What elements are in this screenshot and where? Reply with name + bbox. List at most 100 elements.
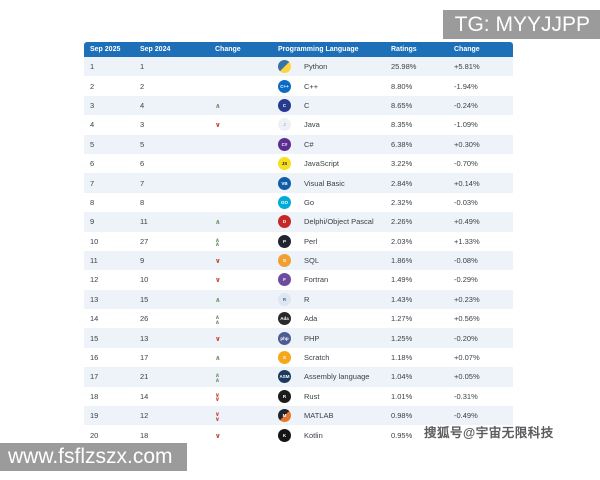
language-name[interactable]: C bbox=[304, 100, 310, 110]
position-change-cell: ∨ bbox=[209, 120, 272, 129]
language-name[interactable]: PHP bbox=[304, 333, 320, 343]
rating-cell: 1.01% bbox=[391, 391, 413, 401]
language-name[interactable]: Python bbox=[304, 62, 328, 72]
up-arrow-icon: ∧ bbox=[215, 296, 221, 304]
language-icon: K bbox=[278, 428, 291, 442]
position-change-cell: ∨ bbox=[209, 256, 272, 265]
language-cell: C# C# bbox=[272, 137, 385, 151]
rating-cell: 6.38% bbox=[391, 139, 413, 149]
rating-change-cell: -0.08% bbox=[454, 256, 478, 266]
table-row: 7 7 VB Visual Basic 2.84% +0.14% bbox=[84, 173, 513, 193]
language-name[interactable]: Kotlin bbox=[304, 430, 323, 440]
rank-previous-cell: 26 bbox=[140, 314, 149, 324]
language-name[interactable]: Java bbox=[304, 120, 320, 130]
up-arrow-icon: ∧ bbox=[215, 102, 221, 110]
position-change-cell: ∧ ∧ bbox=[209, 370, 272, 383]
language-name[interactable]: Visual Basic bbox=[304, 178, 345, 188]
rank-current-cell: 18 bbox=[90, 391, 99, 401]
table-row: 20 18 ∨ K Kotlin 0.95% bbox=[84, 425, 513, 445]
rank-previous-cell: 17 bbox=[140, 353, 149, 363]
language-icon: R bbox=[278, 292, 291, 306]
language-icon bbox=[278, 60, 291, 74]
down-double-arrow-icon: ∨ ∨ bbox=[215, 392, 220, 403]
rating-cell: 0.95% bbox=[391, 430, 413, 440]
rating-change-cell: +0.23% bbox=[454, 294, 480, 304]
language-name[interactable]: Rust bbox=[304, 391, 320, 401]
rank-current-cell: 2 bbox=[90, 81, 95, 91]
rank-current-cell: 8 bbox=[90, 197, 95, 207]
table-row: 17 21 ∧ ∧ ASM Assembly language 1.04% +0.… bbox=[84, 367, 513, 387]
language-cell: S SQL bbox=[272, 254, 385, 268]
language-icon: JS bbox=[278, 157, 291, 171]
language-name[interactable]: Scratch bbox=[304, 353, 330, 363]
rating-cell: 1.18% bbox=[391, 353, 413, 363]
rating-cell: 1.27% bbox=[391, 314, 413, 324]
language-cell: R Rust bbox=[272, 389, 385, 403]
rating-change-cell: +0.49% bbox=[454, 217, 480, 227]
language-icon: J bbox=[278, 118, 291, 132]
language-cell: K Kotlin bbox=[272, 428, 385, 442]
language-name[interactable]: Perl bbox=[304, 236, 318, 246]
position-change-cell: ∨ bbox=[209, 334, 272, 343]
table-row: 12 10 ∨ F Fortran 1.49% -0.29% bbox=[84, 270, 513, 290]
rank-current-cell: 3 bbox=[90, 100, 95, 110]
rank-current-cell: 11 bbox=[90, 256, 98, 266]
language-icon: ASM bbox=[278, 370, 291, 384]
language-icon: C++ bbox=[278, 79, 291, 93]
rank-previous-cell: 18 bbox=[140, 430, 149, 440]
rank-previous-cell: 4 bbox=[140, 100, 145, 110]
down-arrow-icon: ∨ bbox=[215, 277, 221, 285]
rating-cell: 1.43% bbox=[391, 294, 413, 304]
language-name[interactable]: C++ bbox=[304, 81, 319, 91]
rank-current-cell: 9 bbox=[90, 217, 95, 227]
rank-previous-cell: 3 bbox=[140, 120, 145, 130]
language-name[interactable]: R bbox=[304, 294, 310, 304]
rating-change-cell: -0.31% bbox=[454, 391, 478, 401]
language-name[interactable]: Ada bbox=[304, 314, 318, 324]
rank-previous-cell: 21 bbox=[140, 372, 149, 382]
rank-current-cell: 13 bbox=[90, 294, 99, 304]
rank-current-cell: 12 bbox=[90, 275, 99, 285]
rank-current-cell: 10 bbox=[90, 236, 99, 246]
position-change-cell: ∧ bbox=[209, 217, 272, 226]
rank-current-cell: 19 bbox=[90, 411, 99, 421]
rating-cell: 8.65% bbox=[391, 100, 413, 110]
position-change-cell: ∧ bbox=[209, 353, 272, 362]
language-cell: ASM Assembly language bbox=[272, 370, 385, 384]
table-header-row: Sep 2025 Sep 2024 Change Programming Lan… bbox=[84, 42, 513, 57]
language-cell: F Fortran bbox=[272, 273, 385, 287]
rating-cell: 8.80% bbox=[391, 81, 413, 91]
language-name[interactable]: JavaScript bbox=[304, 159, 340, 169]
language-icon: D bbox=[278, 215, 291, 229]
rank-current-cell: 15 bbox=[90, 333, 99, 343]
rank-previous-cell: 15 bbox=[140, 294, 149, 304]
rank-previous-cell: 13 bbox=[140, 333, 149, 343]
language-name[interactable]: Fortran bbox=[304, 275, 329, 285]
language-cell: M MATLAB bbox=[272, 409, 385, 423]
website-watermark: www.fsflzszx.com bbox=[0, 443, 187, 471]
rating-change-cell: +0.05% bbox=[454, 372, 480, 382]
rank-current-cell: 1 bbox=[90, 62, 95, 72]
rank-previous-cell: 10 bbox=[140, 275, 149, 285]
language-cell: P Perl bbox=[272, 234, 385, 248]
rating-change-cell: -0.24% bbox=[454, 100, 478, 110]
table-row: 15 13 ∨ php PHP 1.25% -0.20% bbox=[84, 328, 513, 348]
language-icon: GO bbox=[278, 195, 291, 209]
position-change-cell: ∨ bbox=[209, 431, 272, 440]
table-row: 13 15 ∧ R R 1.43% +0.23% bbox=[84, 289, 513, 310]
rating-change-cell: +0.07% bbox=[454, 353, 480, 363]
language-name[interactable]: SQL bbox=[304, 256, 320, 266]
language-name[interactable]: C# bbox=[304, 139, 314, 149]
rating-change-cell: +5.81% bbox=[454, 62, 480, 72]
language-icon: S bbox=[278, 351, 291, 365]
rank-current-cell: 16 bbox=[90, 353, 99, 363]
language-name[interactable]: MATLAB bbox=[304, 411, 334, 421]
language-name[interactable]: Go bbox=[304, 197, 315, 207]
language-name[interactable]: Assembly language bbox=[304, 372, 370, 382]
rating-change-cell: +1.33% bbox=[454, 236, 480, 246]
position-change-cell: ∧ ∧ bbox=[209, 312, 272, 325]
language-name[interactable]: Delphi/Object Pascal bbox=[304, 217, 374, 227]
rank-current-cell: 7 bbox=[90, 178, 95, 188]
rating-cell: 2.26% bbox=[391, 217, 413, 227]
rank-previous-cell: 7 bbox=[140, 178, 145, 188]
